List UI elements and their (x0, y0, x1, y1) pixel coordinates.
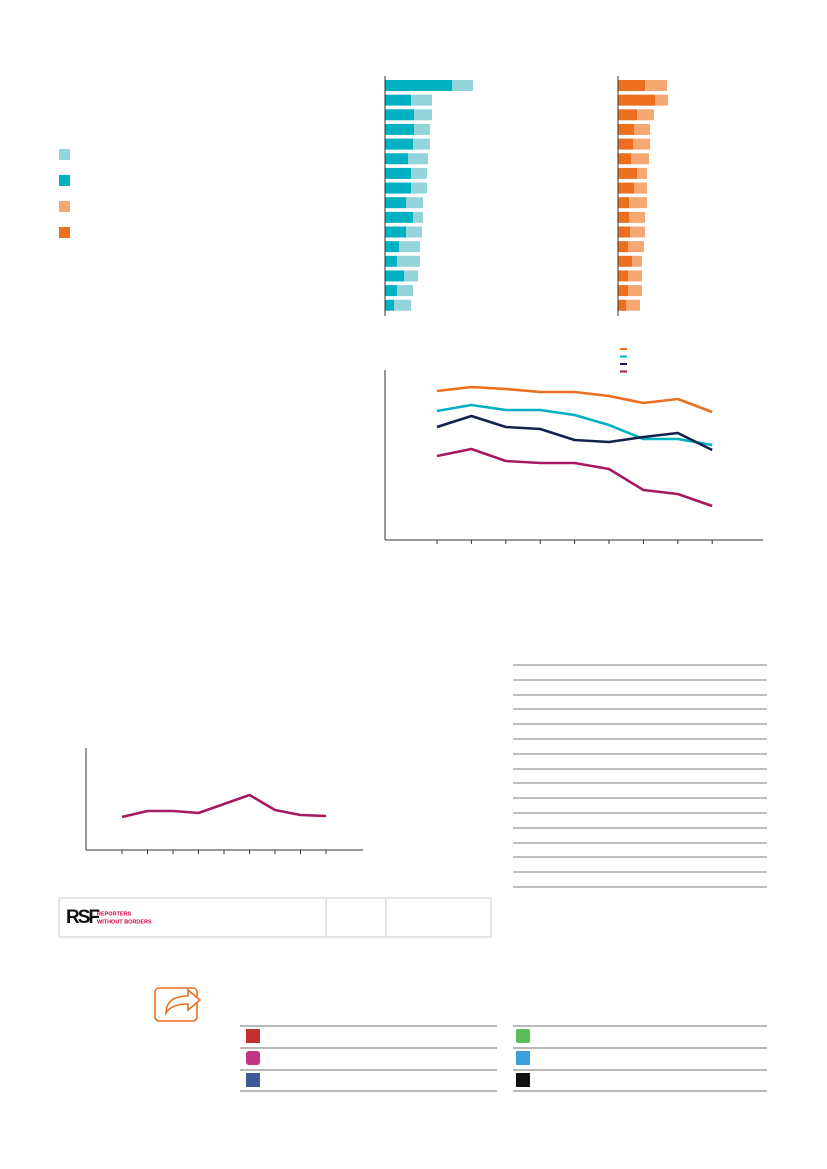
bar-segment (618, 80, 645, 91)
logo-line: WITHOUT BORDERS (97, 919, 152, 925)
bar-segment (618, 94, 655, 106)
bar-segment (406, 197, 423, 209)
footer-box: RSF REPORTERS WITHOUT BORDERS (58, 897, 492, 938)
bar-segment (629, 197, 647, 209)
bar-segment (618, 153, 631, 165)
twitter-icon[interactable] (516, 1051, 530, 1065)
bar-segment (655, 94, 668, 106)
bar-segment (626, 299, 640, 311)
bar-segment (452, 80, 473, 91)
bar-segment (385, 270, 404, 282)
bar-segment (628, 241, 644, 253)
line-series (436, 414, 713, 452)
bar-segment (404, 270, 418, 282)
bar-segment (634, 123, 650, 135)
whatsapp-icon[interactable] (516, 1029, 530, 1043)
bar-segment (385, 182, 411, 194)
bar-segment (618, 211, 629, 223)
bar-segment (645, 80, 667, 91)
bar-segment (397, 285, 413, 297)
facebook-icon[interactable] (246, 1073, 260, 1087)
bar-segment (630, 226, 645, 238)
bar-segment (385, 197, 406, 209)
bar-segment (618, 138, 633, 150)
bar-segment (414, 123, 430, 135)
share-icon[interactable] (154, 987, 202, 1022)
logo-mark: RSF (66, 907, 99, 928)
bar-segment (385, 255, 397, 267)
bar-segment (385, 109, 414, 121)
bar-segment (399, 241, 420, 253)
bar-segment (385, 299, 394, 311)
bar-segment (385, 285, 397, 297)
bar-segment (411, 182, 427, 194)
bar-segment (618, 167, 637, 179)
instagram-icon[interactable] (246, 1051, 260, 1065)
bar-segment (385, 153, 408, 165)
line-series (436, 385, 713, 414)
bar-segment (618, 109, 637, 121)
bar-segment (385, 211, 413, 223)
bar-segment (618, 182, 634, 194)
bar-segment (413, 138, 430, 150)
bar-segment (414, 109, 432, 121)
table-rules (513, 664, 767, 888)
youtube-icon[interactable] (246, 1029, 260, 1043)
bar-segment (385, 138, 413, 150)
bar-segment (632, 255, 642, 267)
bar-segment (618, 285, 628, 297)
line-series (436, 403, 713, 447)
bar-segment (385, 123, 414, 135)
bar-segment (413, 211, 423, 223)
bar-segment (397, 255, 420, 267)
bar-segment (385, 94, 411, 106)
line-series (436, 447, 713, 508)
legend-swatch (59, 175, 70, 186)
bar-segment (618, 123, 634, 135)
bar-segment (411, 167, 427, 179)
bar-segment (618, 299, 626, 311)
bar-segment (634, 182, 647, 194)
bar-segment (637, 109, 654, 121)
bar-segment (628, 285, 642, 297)
bar-segment (411, 94, 432, 106)
bar-segment (628, 270, 642, 282)
bar-segment (385, 80, 452, 91)
tiktok-icon[interactable] (516, 1073, 530, 1087)
legend-swatch (59, 201, 70, 212)
legend-swatch (59, 227, 70, 238)
bar-segment (618, 270, 628, 282)
bar-segment (637, 167, 647, 179)
bar-segment (385, 167, 411, 179)
bar-segment (406, 226, 422, 238)
bar-segment (618, 241, 628, 253)
bar-segment (633, 138, 650, 150)
bar-segment (629, 211, 645, 223)
legend-swatch (59, 149, 70, 160)
bar-segment (408, 153, 428, 165)
bar-segment (618, 197, 629, 209)
bar-segment (618, 255, 632, 267)
line-series (121, 793, 327, 819)
bar-segment (394, 299, 411, 311)
bar-segment (385, 241, 399, 253)
bar-segment (385, 226, 406, 238)
bar-segment (618, 226, 630, 238)
logo-line: REPORTERS (97, 911, 132, 917)
social-links (240, 1025, 767, 1092)
bar-segment (631, 153, 649, 165)
